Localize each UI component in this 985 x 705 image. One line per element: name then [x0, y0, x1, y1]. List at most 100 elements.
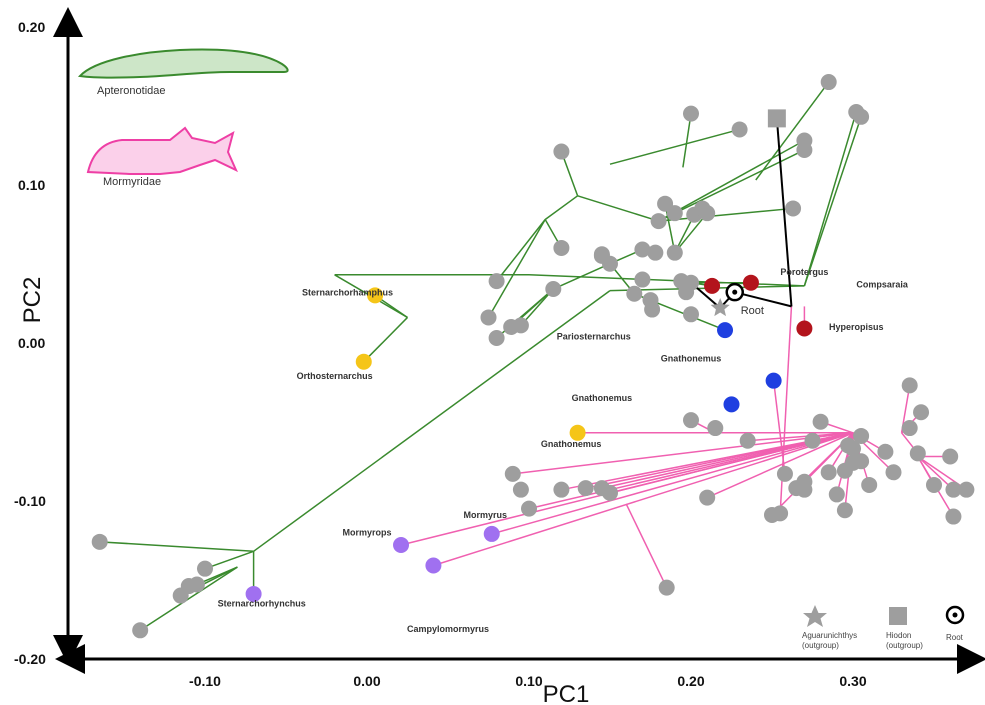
branch-apteronotidae	[528, 274, 805, 287]
y-tick-label: 0.10	[18, 177, 45, 193]
data-point-blue	[717, 322, 734, 339]
data-point-gray	[650, 213, 667, 230]
data-point-gray	[913, 404, 930, 421]
data-point-gray	[132, 622, 149, 639]
data-point-gray	[820, 74, 837, 91]
branch-mormyridae	[772, 380, 786, 474]
branch-apteronotidae	[552, 263, 611, 290]
data-point-gray	[512, 481, 529, 498]
data-point-gray	[945, 481, 962, 498]
legend-root-dot	[952, 612, 958, 618]
x-tick-label: 0.10	[515, 673, 542, 689]
data-point-yellow	[355, 353, 372, 370]
taxon-label: Gnathonemus	[661, 354, 722, 364]
hiodon-square-marker	[767, 109, 786, 128]
data-point-gray	[683, 306, 699, 323]
branch-mormyridae	[625, 503, 668, 588]
root-marker-dot	[732, 289, 738, 295]
taxon-label: Mormyrus	[464, 510, 508, 520]
data-point-gray	[545, 281, 562, 298]
data-point-gray	[804, 432, 821, 449]
data-point-gray	[796, 141, 813, 158]
branch-apteronotidae	[99, 541, 254, 553]
data-point-gray	[666, 205, 683, 222]
data-point-gray	[796, 481, 813, 498]
x-tick-label: 0.00	[353, 673, 380, 689]
apteronotidae-silhouette	[77, 48, 289, 79]
branch-apteronotidae	[520, 288, 554, 326]
data-point-gray	[901, 377, 918, 394]
data-point-gray	[553, 239, 570, 256]
legend-label-hiodon: Hiodon (outgroup)	[886, 631, 923, 650]
data-point-gray	[553, 143, 570, 160]
branch-apteronotidae	[609, 128, 740, 165]
branch-mormyridae	[706, 432, 854, 499]
data-point-gray	[626, 285, 643, 302]
clade-label-apteronotidae: Apteronotidae	[97, 85, 166, 97]
branch-apteronotidae	[674, 212, 708, 254]
data-point-gray	[504, 465, 521, 482]
taxon-label: Sternarchorhamphus	[302, 287, 393, 297]
data-point-gray	[785, 200, 802, 217]
data-point-gray	[926, 476, 942, 493]
branch-apteronotidae	[496, 219, 546, 282]
data-point-gray	[634, 271, 651, 288]
data-point-yellow	[367, 287, 384, 304]
data-point-gray	[699, 205, 716, 222]
data-point-gray	[666, 244, 683, 261]
data-point-gray	[885, 464, 902, 481]
branch-mormyridae	[917, 455, 954, 491]
data-point-gray	[836, 502, 853, 519]
data-point-gray	[91, 533, 108, 550]
x-tick-label: 0.30	[839, 673, 866, 689]
data-point-purple	[483, 525, 500, 542]
data-point-gray	[776, 465, 793, 482]
data-point-gray	[853, 453, 870, 470]
taxon-label: Sternarchorhynchus	[218, 599, 306, 609]
data-point-gray	[480, 309, 497, 326]
data-point-blue	[723, 396, 740, 413]
taxon-label: Campylomormyrus	[407, 624, 489, 634]
branch-apteronotidae	[544, 195, 579, 221]
data-point-gray	[828, 486, 845, 503]
data-point-gray	[861, 476, 878, 493]
y-tick-label: -0.20	[14, 651, 46, 667]
branch-apteronotidae	[658, 207, 794, 222]
data-point-gray	[942, 448, 959, 465]
branch-apteronotidae	[253, 289, 611, 552]
branch-apteronotidae	[577, 195, 659, 222]
data-point-gray	[673, 273, 690, 290]
data-point-gray	[845, 440, 861, 457]
data-point-gray	[853, 108, 870, 125]
data-point-gray	[512, 317, 529, 334]
data-point-gray	[909, 445, 926, 462]
data-point-gray	[683, 412, 699, 429]
data-point-gray	[958, 481, 975, 498]
clade-label-mormyridae: Mormyridae	[103, 176, 161, 188]
data-point-gray	[877, 443, 894, 460]
data-point-gray	[699, 489, 716, 506]
branch-mormyridae	[491, 432, 854, 535]
branch-root	[775, 118, 793, 307]
root-label: Root	[741, 305, 764, 317]
branch-apteronotidae	[682, 113, 692, 168]
y-tick-label: 0.20	[18, 19, 45, 35]
data-point-blue	[765, 372, 782, 389]
data-point-gray	[488, 273, 505, 290]
data-point-gray	[488, 330, 505, 346]
tip-points: Root	[91, 74, 975, 639]
branch-apteronotidae	[204, 550, 254, 570]
data-point-gray	[521, 500, 537, 517]
data-point-gray	[731, 121, 748, 138]
data-point-red	[796, 320, 813, 337]
data-point-gray	[772, 505, 789, 522]
data-point-gray	[853, 427, 870, 444]
data-point-gray	[658, 579, 675, 596]
taxon-annotations: Sternarchorhamphus Orthosternarchus Parios…	[218, 267, 909, 634]
y-tick-label: 0.00	[18, 335, 45, 351]
data-point-gray	[634, 241, 651, 258]
legend-label-aguarunichthys: Aguarunichthys (outgroup)	[802, 631, 857, 650]
branch-apteronotidae	[755, 81, 830, 181]
aguarunichthys-star-marker	[710, 298, 730, 317]
